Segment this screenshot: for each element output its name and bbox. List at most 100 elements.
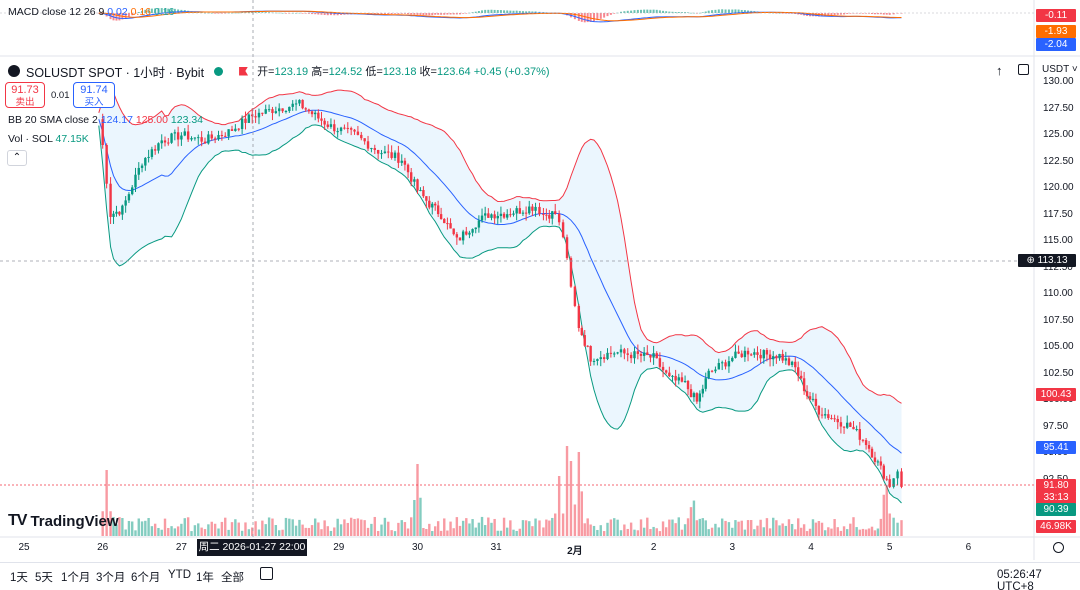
last-price-tag: 91.80 (1036, 479, 1076, 492)
candle-body (629, 354, 633, 359)
macd-hist-bar (230, 12, 233, 14)
macd-hist-bar (711, 10, 714, 13)
candle-body (794, 361, 797, 368)
macd-hist-bar (643, 9, 646, 13)
range-ytd[interactable]: YTD (168, 569, 191, 581)
candle-body (636, 351, 640, 354)
macd-hist-bar (274, 12, 277, 14)
macd-hist-bar (490, 9, 493, 13)
volume-bar (173, 528, 177, 536)
macd-hist-bar (301, 13, 304, 14)
candle-body (695, 393, 699, 402)
macd-hist-bar (747, 10, 750, 13)
volume-bar (565, 446, 569, 536)
candle-body (787, 358, 791, 365)
volume-bar (356, 518, 360, 536)
macd-hist-bar (769, 12, 772, 14)
range-1y[interactable]: 1年 (196, 572, 214, 584)
volume-bar (240, 530, 244, 536)
candle-body (403, 160, 407, 165)
macd-hist-bar (858, 13, 861, 14)
macd-hist-bar (157, 8, 160, 13)
macd-hist-bar (707, 10, 710, 13)
macd-hist-bar (737, 9, 740, 13)
volume-bar (210, 521, 213, 536)
candle-body (186, 131, 190, 140)
buy-button[interactable]: 91.74 买入 (73, 82, 115, 108)
volume-bar (808, 528, 812, 536)
range-6m[interactable]: 6个月 (131, 572, 161, 584)
bb-upper-tag: 100.43 (1036, 388, 1076, 401)
volume-bar (765, 518, 769, 536)
volume-bar (310, 525, 314, 536)
collapse-legend-button[interactable]: ⌃ (7, 150, 27, 166)
range-1d[interactable]: 1天 (10, 572, 28, 584)
candle-body (496, 215, 499, 219)
macd-hist-value: 0.02 (107, 6, 128, 18)
candle-body (387, 151, 390, 153)
time-tick: 2月 (567, 546, 583, 557)
volume-bar (349, 517, 353, 536)
volume-bar (278, 530, 281, 536)
candle-body (583, 335, 586, 346)
flag-icon[interactable] (239, 66, 249, 76)
range-3m[interactable]: 3个月 (96, 572, 126, 584)
volume-bar (380, 524, 383, 536)
symbol-header[interactable]: SOLUSDT SPOT · 1小时 · Bybit 开=123.19 高=12… (8, 62, 550, 80)
macd-hist-bar (425, 13, 428, 16)
fullscreen-icon[interactable] (1018, 64, 1029, 75)
symbol-title[interactable]: SOLUSDT SPOT · 1小时 · Bybit (26, 65, 205, 80)
candle-body (173, 132, 177, 134)
solana-icon (8, 65, 20, 77)
volume-bar (446, 530, 449, 536)
settings-icon[interactable] (1053, 542, 1064, 553)
candle-body (855, 429, 858, 431)
candle-body (157, 143, 160, 151)
macd-hist-bar (626, 10, 629, 13)
macd-hist-bar (247, 12, 250, 13)
candle-body (762, 350, 765, 359)
macd-hist-bar (237, 12, 240, 14)
volume-bar (551, 517, 554, 536)
candle-body (698, 393, 702, 402)
candle-body (121, 205, 124, 215)
macd-hist-bar (836, 13, 839, 15)
price-tick: 117.50 (1043, 208, 1073, 220)
volume-bar (842, 526, 846, 536)
volume-bar (307, 527, 311, 536)
candle-body (298, 99, 301, 104)
candle-body (127, 194, 131, 201)
chart-grid (0, 0, 1080, 560)
range-5d[interactable]: 5天 (35, 572, 53, 584)
volume-bar (465, 518, 468, 536)
macd-hist-bar (740, 9, 743, 13)
sell-button[interactable]: 91.73 卖出 (5, 82, 45, 108)
candle-body (363, 138, 366, 142)
candle-body (655, 353, 658, 359)
macd-hist-bar (515, 10, 518, 13)
macd-hist-bar (244, 12, 247, 13)
bb-legend[interactable]: BB 20 SMA close 2 124.17 125.00 123.34 (8, 114, 203, 126)
arrow-up-icon[interactable]: ↑ (996, 63, 1003, 78)
tv-logo-mark: TV (8, 512, 27, 529)
calendar-icon[interactable] (260, 567, 273, 580)
time-tick: 31 (490, 542, 502, 553)
candle-body (879, 461, 883, 466)
range-1m[interactable]: 1个月 (61, 572, 91, 584)
macd-hist-bar (131, 13, 134, 16)
buy-price: 91.74 (80, 84, 108, 96)
range-all[interactable]: 全部 (221, 572, 244, 584)
currency-select[interactable]: USDT ˅ (1042, 64, 1078, 75)
candle-body (710, 370, 714, 372)
volume-bar (452, 528, 455, 536)
candle-body (781, 353, 784, 361)
candle-body (416, 179, 419, 191)
candle-body (439, 214, 443, 220)
candle-body (846, 422, 849, 428)
macd-hist-bar (268, 12, 271, 13)
volume-bar (434, 526, 437, 536)
volume-bar (683, 524, 687, 536)
volume-legend[interactable]: Vol · SOL 47.15K (8, 133, 89, 145)
candle-body (509, 214, 512, 216)
